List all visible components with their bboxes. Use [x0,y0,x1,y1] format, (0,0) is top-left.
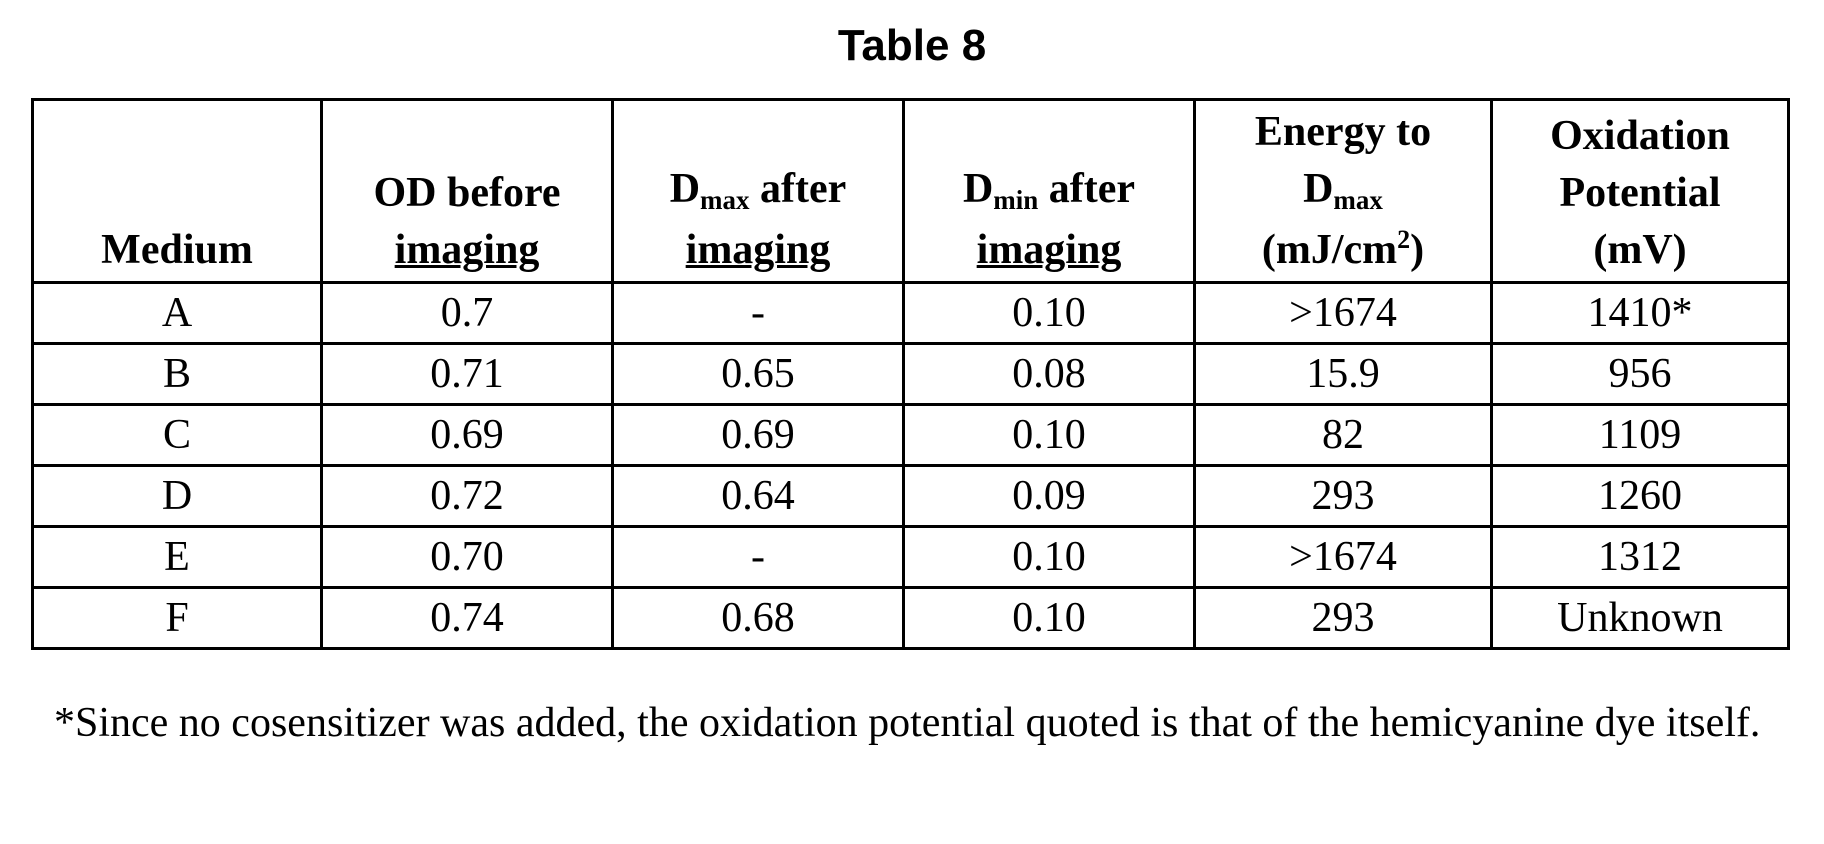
cell-energy: 293 [1195,466,1492,527]
header-energy: Energy to Dmax (mJ/cm2) [1195,100,1492,283]
cell-od-before: 0.7 [322,283,613,344]
cell-medium: F [33,588,322,649]
cell-oxidation: 1410* [1492,283,1789,344]
header-dmax-after: Dmax after imaging [613,100,904,283]
header-dmin-sub: min [993,185,1038,215]
cell-dmax-after: 0.65 [613,344,904,405]
cell-od-before: 0.72 [322,466,613,527]
cell-od-before: 0.69 [322,405,613,466]
header-energy-d: D [1303,166,1333,212]
cell-dmax-after: 0.69 [613,405,904,466]
cell-od-before: 0.74 [322,588,613,649]
header-dmax-sub: max [700,185,750,215]
header-oxidation-line1: Oxidation [1550,113,1730,159]
cell-medium: E [33,527,322,588]
header-oxidation-line3: (mV) [1593,227,1686,273]
table-row: E 0.70 - 0.10 >1674 1312 [33,527,1789,588]
cell-od-before: 0.70 [322,527,613,588]
cell-medium: D [33,466,322,527]
header-energy-unit-close: ) [1410,227,1424,273]
header-od-before: OD before imaging [322,100,613,283]
header-od-before-line2: imaging [395,227,540,273]
cell-od-before: 0.71 [322,344,613,405]
cell-medium: C [33,405,322,466]
header-medium-label: Medium [101,227,253,273]
table-row: C 0.69 0.69 0.10 82 1109 [33,405,1789,466]
cell-dmax-after: - [613,527,904,588]
cell-medium: A [33,283,322,344]
table-row: D 0.72 0.64 0.09 293 1260 [33,466,1789,527]
header-dmin-after: Dmin after imaging [904,100,1195,283]
cell-oxidation: 956 [1492,344,1789,405]
cell-dmin-after: 0.08 [904,344,1195,405]
cell-dmin-after: 0.10 [904,283,1195,344]
cell-oxidation: 1312 [1492,527,1789,588]
cell-dmin-after: 0.10 [904,588,1195,649]
header-dmin-d: D [963,166,993,212]
cell-dmin-after: 0.10 [904,405,1195,466]
header-energy-sub: max [1333,185,1383,215]
header-dmax-d: D [670,166,700,212]
cell-oxidation: 1260 [1492,466,1789,527]
table-row: B 0.71 0.65 0.08 15.9 956 [33,344,1789,405]
header-energy-line1: Energy to [1255,109,1431,155]
header-dmax-line2: imaging [686,227,831,273]
cell-dmax-after: - [613,283,904,344]
header-dmin-line2: imaging [977,227,1122,273]
header-dmin-rest: after [1038,166,1135,212]
cell-energy: >1674 [1195,283,1492,344]
header-oxidation-line2: Potential [1560,170,1721,216]
table-title: Table 8 [0,18,1824,74]
cell-energy: 15.9 [1195,344,1492,405]
header-medium: Medium [33,100,322,283]
header-energy-unit: (mJ/cm [1262,227,1397,273]
cell-dmax-after: 0.68 [613,588,904,649]
cell-medium: B [33,344,322,405]
footnote: *Since no cosensitizer was added, the ox… [54,680,1774,766]
cell-oxidation: 1109 [1492,405,1789,466]
table-row: F 0.74 0.68 0.10 293 Unknown [33,588,1789,649]
cell-dmax-after: 0.64 [613,466,904,527]
header-row: Medium OD before imaging Dmax after imag… [33,100,1789,283]
header-oxidation: Oxidation Potential (mV) [1492,100,1789,283]
data-table: Medium OD before imaging Dmax after imag… [31,98,1790,650]
cell-dmin-after: 0.09 [904,466,1195,527]
cell-dmin-after: 0.10 [904,527,1195,588]
cell-energy: 293 [1195,588,1492,649]
header-dmax-rest: after [750,166,847,212]
cell-energy: 82 [1195,405,1492,466]
table-row: A 0.7 - 0.10 >1674 1410* [33,283,1789,344]
cell-energy: >1674 [1195,527,1492,588]
cell-oxidation: Unknown [1492,588,1789,649]
header-od-before-line1: OD before [373,170,560,216]
header-energy-sup: 2 [1397,225,1410,254]
